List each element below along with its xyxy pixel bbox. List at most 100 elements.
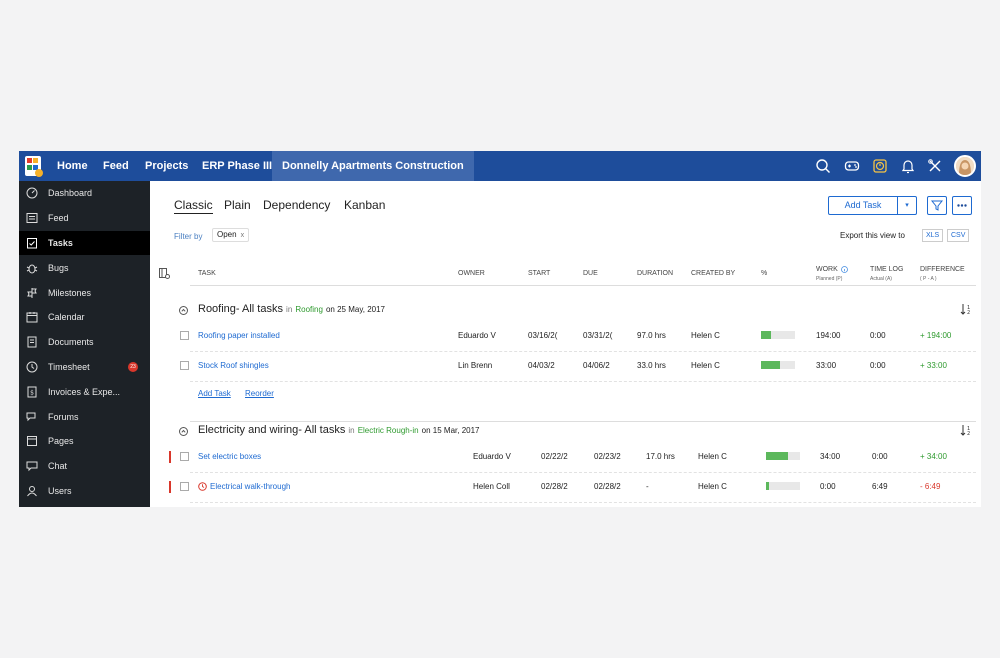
sidebar-item-timesheet[interactable]: Timesheet 23	[19, 355, 150, 379]
tools-icon[interactable]	[927, 158, 943, 174]
sidebar-item-feed[interactable]: Feed	[19, 206, 150, 230]
column-header-start[interactable]: START	[528, 270, 551, 277]
task-start-date[interactable]: 04/03/2	[528, 361, 555, 370]
task-duration[interactable]: 33.0 hrs	[637, 361, 666, 370]
export-xls-button[interactable]: XLS	[922, 229, 944, 242]
svg-text:2: 2	[967, 310, 970, 315]
task-owner[interactable]: Eduardo V	[473, 452, 511, 461]
sidebar-item-dashboard[interactable]: Dashboard	[19, 181, 150, 205]
search-icon[interactable]	[815, 158, 831, 174]
task-progress-fill	[766, 452, 789, 460]
column-header-created-by[interactable]: CREATED BY	[691, 270, 736, 277]
nav-erp-phase-iii[interactable]: ERP Phase III	[202, 160, 273, 172]
top-navigation-bar: Home Feed Projects ERP Phase III Donnell…	[19, 151, 981, 181]
export-csv-button[interactable]: CSV	[947, 229, 970, 242]
sidebar-item-forums[interactable]: Forums	[19, 405, 150, 429]
timer-icon[interactable]	[872, 158, 888, 174]
row-divider	[190, 472, 976, 473]
task-name-link[interactable]: Set electric boxes	[198, 452, 262, 461]
nav-home[interactable]: Home	[57, 160, 88, 172]
filter-chip-open[interactable]: Open x	[212, 228, 250, 242]
task-due-date[interactable]: 02/23/2	[594, 452, 621, 461]
group-title: Roofing- All tasks in Roofing on 25 May,…	[198, 303, 385, 315]
collapse-group-icon[interactable]	[179, 427, 188, 436]
column-header-owner[interactable]: OWNER	[458, 270, 485, 277]
task-due-date[interactable]: 04/06/2	[583, 361, 610, 370]
sidebar-item-users[interactable]: Users	[19, 479, 150, 503]
sidebar-item-tasks[interactable]: Tasks	[19, 231, 150, 255]
task-due-date[interactable]: 03/31/2(	[583, 331, 613, 340]
task-start-date[interactable]: 02/28/2	[541, 482, 568, 491]
tab-dependency[interactable]: Dependency	[263, 198, 331, 212]
group-milestone-link[interactable]: Roofing	[295, 305, 323, 314]
sort-icon[interactable]: 12	[960, 303, 972, 315]
task-start-date[interactable]: 03/16/2(	[528, 331, 558, 340]
task-owner[interactable]: Lin Brenn	[458, 361, 493, 370]
task-duration[interactable]: 17.0 hrs	[646, 452, 675, 461]
filter-button[interactable]	[927, 196, 947, 215]
bell-icon[interactable]	[900, 158, 916, 174]
export-label: Export this view to	[840, 231, 905, 240]
task-start-date[interactable]: 02/22/2	[541, 452, 568, 461]
task-progress-bar[interactable]	[761, 331, 795, 339]
sidebar-item-label: Invoices & Expe...	[48, 387, 121, 397]
sidebar-item-invoices[interactable]: $ Invoices & Expe...	[19, 380, 150, 404]
gamepad-icon[interactable]	[844, 158, 860, 174]
info-icon[interactable]	[841, 266, 848, 273]
column-header-work[interactable]: WORK	[816, 266, 838, 273]
column-header-difference[interactable]: DIFFERENCE	[920, 266, 965, 273]
task-checkbox[interactable]	[180, 482, 189, 491]
tab-kanban[interactable]: Kanban	[344, 198, 386, 212]
sidebar-item-chat[interactable]: Chat	[19, 454, 150, 478]
nav-projects[interactable]: Projects	[145, 160, 189, 172]
column-settings-icon[interactable]	[159, 268, 170, 279]
chevron-down-icon[interactable]: ▾	[905, 202, 909, 209]
task-created-by: Helen C	[698, 482, 727, 491]
sidebar-item-milestones[interactable]: Milestones	[19, 281, 150, 305]
sidebar-item-label: Documents	[48, 337, 94, 347]
user-avatar[interactable]	[954, 155, 976, 177]
tab-plain[interactable]: Plain	[224, 198, 251, 212]
column-header-task[interactable]: TASK	[198, 270, 216, 277]
sidebar-item-documents[interactable]: Documents	[19, 330, 150, 354]
task-checkbox[interactable]	[180, 361, 189, 370]
sidebar-item-label: Calendar	[48, 312, 85, 322]
task-due-date[interactable]: 02/28/2	[594, 482, 621, 491]
task-duration[interactable]: 97.0 hrs	[637, 331, 666, 340]
sidebar-item-label: Feed	[48, 213, 69, 223]
sort-icon[interactable]: 12	[960, 424, 972, 436]
nav-current-project[interactable]: Donnelly Apartments Construction	[272, 151, 474, 181]
task-progress-bar[interactable]	[761, 361, 795, 369]
more-options-button[interactable]	[952, 196, 972, 215]
task-duration[interactable]: -	[646, 482, 649, 491]
task-name-link[interactable]: Roofing paper installed	[198, 331, 280, 340]
sidebar-item-pages[interactable]: Pages	[19, 429, 150, 453]
sidebar-item-bugs[interactable]: Bugs	[19, 256, 150, 280]
sidebar-item-calendar[interactable]: Calendar	[19, 305, 150, 329]
nav-feed[interactable]: Feed	[103, 160, 129, 172]
app-logo-icon[interactable]	[23, 154, 45, 178]
column-subheader-difference: ( P - A )	[920, 276, 937, 282]
more-dots-icon	[957, 204, 967, 207]
task-progress-bar[interactable]	[766, 452, 800, 460]
column-header-time-log[interactable]: TIME LOG	[870, 266, 904, 273]
group-in-label: in	[286, 305, 293, 314]
group-milestone-link[interactable]: Electric Rough-in	[357, 426, 419, 435]
filter-chip-close-icon[interactable]: x	[240, 232, 245, 239]
tab-classic[interactable]: Classic	[174, 198, 213, 214]
task-checkbox[interactable]	[180, 331, 189, 340]
task-name-link[interactable]: Electrical walk-through	[210, 482, 291, 491]
column-header-due[interactable]: DUE	[583, 270, 598, 277]
reorder-link[interactable]: Reorder	[245, 389, 274, 398]
task-progress-bar[interactable]	[766, 482, 800, 490]
task-name-link[interactable]: Stock Roof shingles	[198, 361, 269, 370]
task-owner[interactable]: Eduardo V	[458, 331, 496, 340]
collapse-group-icon[interactable]	[179, 306, 188, 315]
column-header-duration[interactable]: DURATION	[637, 270, 674, 277]
add-task-button[interactable]: Add Task ▾	[828, 196, 917, 215]
task-owner[interactable]: Helen Coll	[473, 482, 510, 491]
feed-icon	[26, 213, 38, 223]
add-task-link[interactable]: Add Task	[198, 389, 231, 398]
column-header-percent[interactable]: %	[761, 270, 768, 277]
task-checkbox[interactable]	[180, 452, 189, 461]
